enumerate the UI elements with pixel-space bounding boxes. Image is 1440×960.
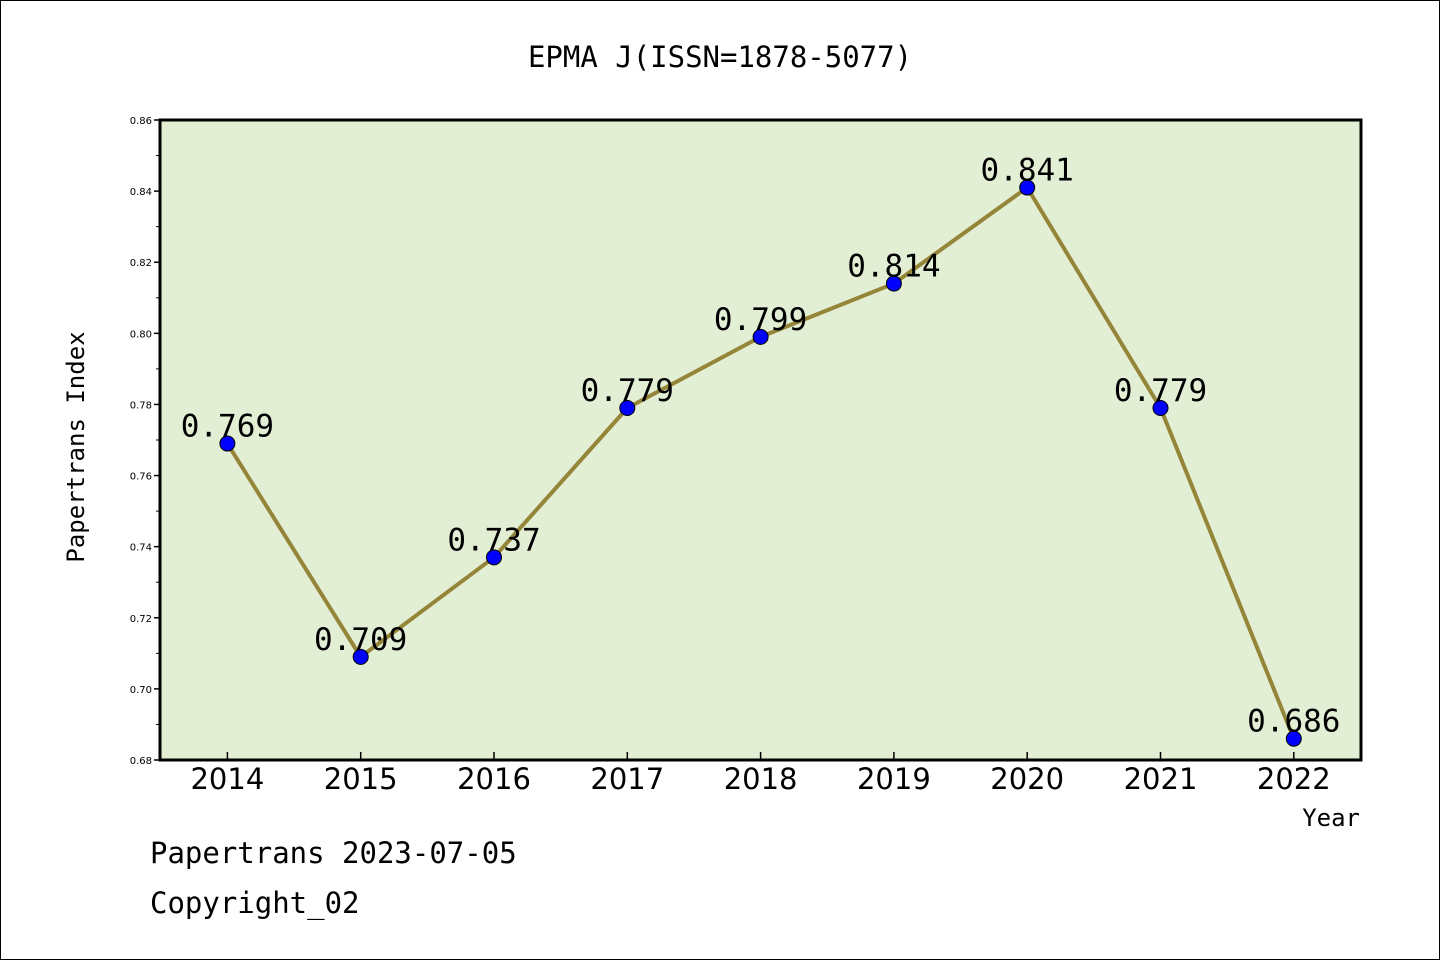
plot-border bbox=[158, 118, 1363, 762]
data-label: 0.841 bbox=[981, 153, 1074, 189]
x-tick-label: 2022 bbox=[1257, 762, 1331, 796]
data-label: 0.779 bbox=[581, 373, 674, 409]
plot-area bbox=[160, 120, 1361, 760]
data-point bbox=[885, 275, 902, 292]
data-point bbox=[352, 648, 369, 665]
data-labels: 0.769 0.709 0.737 0.779 0.799 0.814 0.841 0.779… bbox=[181, 153, 1341, 740]
data-label: 0.769 bbox=[181, 409, 274, 445]
data-point bbox=[486, 549, 502, 566]
data-label: 0.709 bbox=[314, 622, 407, 658]
y-axis-label: Papertrans Index bbox=[62, 331, 90, 562]
chart-title: EPMA J(ISSN=1878-5077) bbox=[528, 40, 912, 74]
footer-date: Papertrans 2023-07-05 bbox=[150, 836, 517, 870]
data-label: 0.779 bbox=[1114, 373, 1207, 409]
x-tick-label: 2019 bbox=[857, 762, 931, 796]
y-tick-label: 0.70 bbox=[130, 685, 152, 696]
data-point bbox=[1019, 179, 1036, 196]
x-tick-label: 2014 bbox=[190, 762, 264, 796]
x-axis: 2014 2015 2016 2017 2018 2019 2020 2021 2022 bbox=[190, 752, 1331, 796]
data-label: 0.737 bbox=[447, 522, 540, 558]
footer-copyright: Copyright_02 bbox=[150, 886, 360, 920]
x-tick-label: 2016 bbox=[457, 762, 531, 796]
y-tick-label: 0.76 bbox=[130, 472, 152, 483]
data-label: 0.686 bbox=[1247, 704, 1340, 740]
data-label: 0.814 bbox=[847, 249, 940, 285]
x-tick-label: 2021 bbox=[1124, 762, 1198, 796]
x-axis-label: Year bbox=[1302, 804, 1360, 832]
data-label: 0.799 bbox=[714, 302, 807, 338]
data-point bbox=[219, 435, 236, 452]
series-markers bbox=[219, 179, 1302, 747]
x-tick-label: 2018 bbox=[724, 762, 798, 796]
x-tick-label: 2015 bbox=[324, 762, 398, 796]
x-tick-label: 2020 bbox=[990, 762, 1064, 796]
y-tick-label: 0.80 bbox=[130, 329, 152, 340]
y-tick-label: 0.72 bbox=[130, 614, 152, 625]
y-tick-label: 0.68 bbox=[130, 756, 152, 767]
y-tick-label: 0.86 bbox=[130, 116, 152, 127]
y-tick-label: 0.82 bbox=[130, 258, 152, 269]
y-tick-label: 0.84 bbox=[130, 187, 152, 198]
data-point bbox=[619, 400, 636, 416]
data-point bbox=[1152, 400, 1169, 416]
data-point bbox=[1285, 730, 1302, 747]
data-point bbox=[752, 328, 769, 345]
y-axis: 0.68 0.70 0.72 0.74 0.76 0.78 0.80 0.82 0.84 0.86 bbox=[130, 116, 160, 767]
y-tick-label: 0.78 bbox=[130, 400, 152, 411]
x-tick-label: 2017 bbox=[590, 762, 664, 796]
y-tick-label: 0.74 bbox=[130, 543, 152, 554]
